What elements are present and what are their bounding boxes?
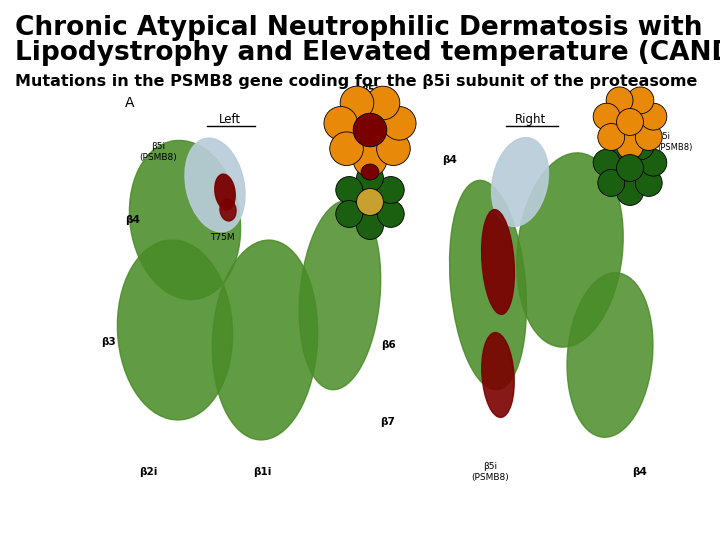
Text: β2i: β2i xyxy=(351,211,365,219)
Circle shape xyxy=(606,133,633,160)
Ellipse shape xyxy=(185,138,245,232)
Text: β4: β4 xyxy=(125,215,140,225)
Ellipse shape xyxy=(517,153,624,347)
Text: β4: β4 xyxy=(605,104,616,112)
Text: β5i
(PSMB8): β5i (PSMB8) xyxy=(657,132,693,152)
Circle shape xyxy=(640,103,667,130)
Circle shape xyxy=(598,124,625,151)
Ellipse shape xyxy=(361,164,379,180)
Text: β5i: β5i xyxy=(602,119,614,125)
Ellipse shape xyxy=(492,138,549,226)
Text: β4: β4 xyxy=(443,155,457,165)
Text: Left: Left xyxy=(219,113,241,126)
Text: Right: Right xyxy=(514,113,546,126)
Circle shape xyxy=(606,87,633,114)
Ellipse shape xyxy=(449,180,526,390)
Circle shape xyxy=(377,177,404,204)
Text: β2i: β2i xyxy=(139,467,157,477)
Ellipse shape xyxy=(215,174,235,210)
Circle shape xyxy=(356,165,384,192)
Circle shape xyxy=(640,149,667,176)
Circle shape xyxy=(354,113,387,147)
Text: β5i: β5i xyxy=(602,155,614,161)
Text: β3: β3 xyxy=(346,194,358,204)
Circle shape xyxy=(616,109,644,136)
Circle shape xyxy=(377,200,404,227)
Circle shape xyxy=(616,179,644,205)
Text: β5i: β5i xyxy=(361,85,379,95)
Circle shape xyxy=(616,154,644,181)
Circle shape xyxy=(627,133,654,160)
Circle shape xyxy=(354,143,387,177)
Circle shape xyxy=(593,103,620,130)
Ellipse shape xyxy=(117,240,233,420)
Circle shape xyxy=(635,124,662,151)
Ellipse shape xyxy=(212,240,318,440)
Circle shape xyxy=(356,213,384,239)
Text: β5i
(PSMB8): β5i (PSMB8) xyxy=(139,143,177,161)
Circle shape xyxy=(616,132,644,159)
Ellipse shape xyxy=(130,140,240,300)
Text: β7: β7 xyxy=(381,417,395,427)
Text: β6: β6 xyxy=(381,340,395,350)
Text: T75M: T75M xyxy=(210,233,234,242)
Text: β4: β4 xyxy=(633,467,647,477)
Ellipse shape xyxy=(482,333,514,417)
Text: β7: β7 xyxy=(384,180,396,190)
Ellipse shape xyxy=(300,200,381,390)
Text: β1i: β1i xyxy=(253,467,271,477)
Circle shape xyxy=(366,86,400,120)
Circle shape xyxy=(627,87,654,114)
Circle shape xyxy=(340,86,374,120)
Circle shape xyxy=(330,132,364,165)
Circle shape xyxy=(336,177,363,204)
Text: A: A xyxy=(125,96,135,110)
Circle shape xyxy=(336,200,363,227)
Text: β4: β4 xyxy=(341,180,353,190)
Text: β1i: β1i xyxy=(375,211,389,219)
Circle shape xyxy=(598,170,625,197)
Ellipse shape xyxy=(220,199,236,221)
Text: Mutations in the PSMB8 gene coding for the β5i subunit of the proteasome: Mutations in the PSMB8 gene coding for t… xyxy=(15,74,698,89)
Text: Chronic Atypical Neutrophilic Dermatosis with: Chronic Atypical Neutrophilic Dermatosis… xyxy=(15,15,703,41)
Ellipse shape xyxy=(567,273,653,437)
Circle shape xyxy=(382,106,416,140)
Text: β5i
(PSMB8): β5i (PSMB8) xyxy=(471,462,509,482)
Text: β6: β6 xyxy=(386,194,398,204)
Circle shape xyxy=(635,170,662,197)
Circle shape xyxy=(377,132,410,165)
Text: β3: β3 xyxy=(101,337,115,347)
Circle shape xyxy=(324,106,358,140)
Text: Lipodystrophy and Elevated temperature (CANDLE): Lipodystrophy and Elevated temperature (… xyxy=(15,40,720,66)
Circle shape xyxy=(356,188,384,215)
Circle shape xyxy=(593,149,620,176)
Ellipse shape xyxy=(482,210,514,314)
Text: β4: β4 xyxy=(625,178,635,186)
